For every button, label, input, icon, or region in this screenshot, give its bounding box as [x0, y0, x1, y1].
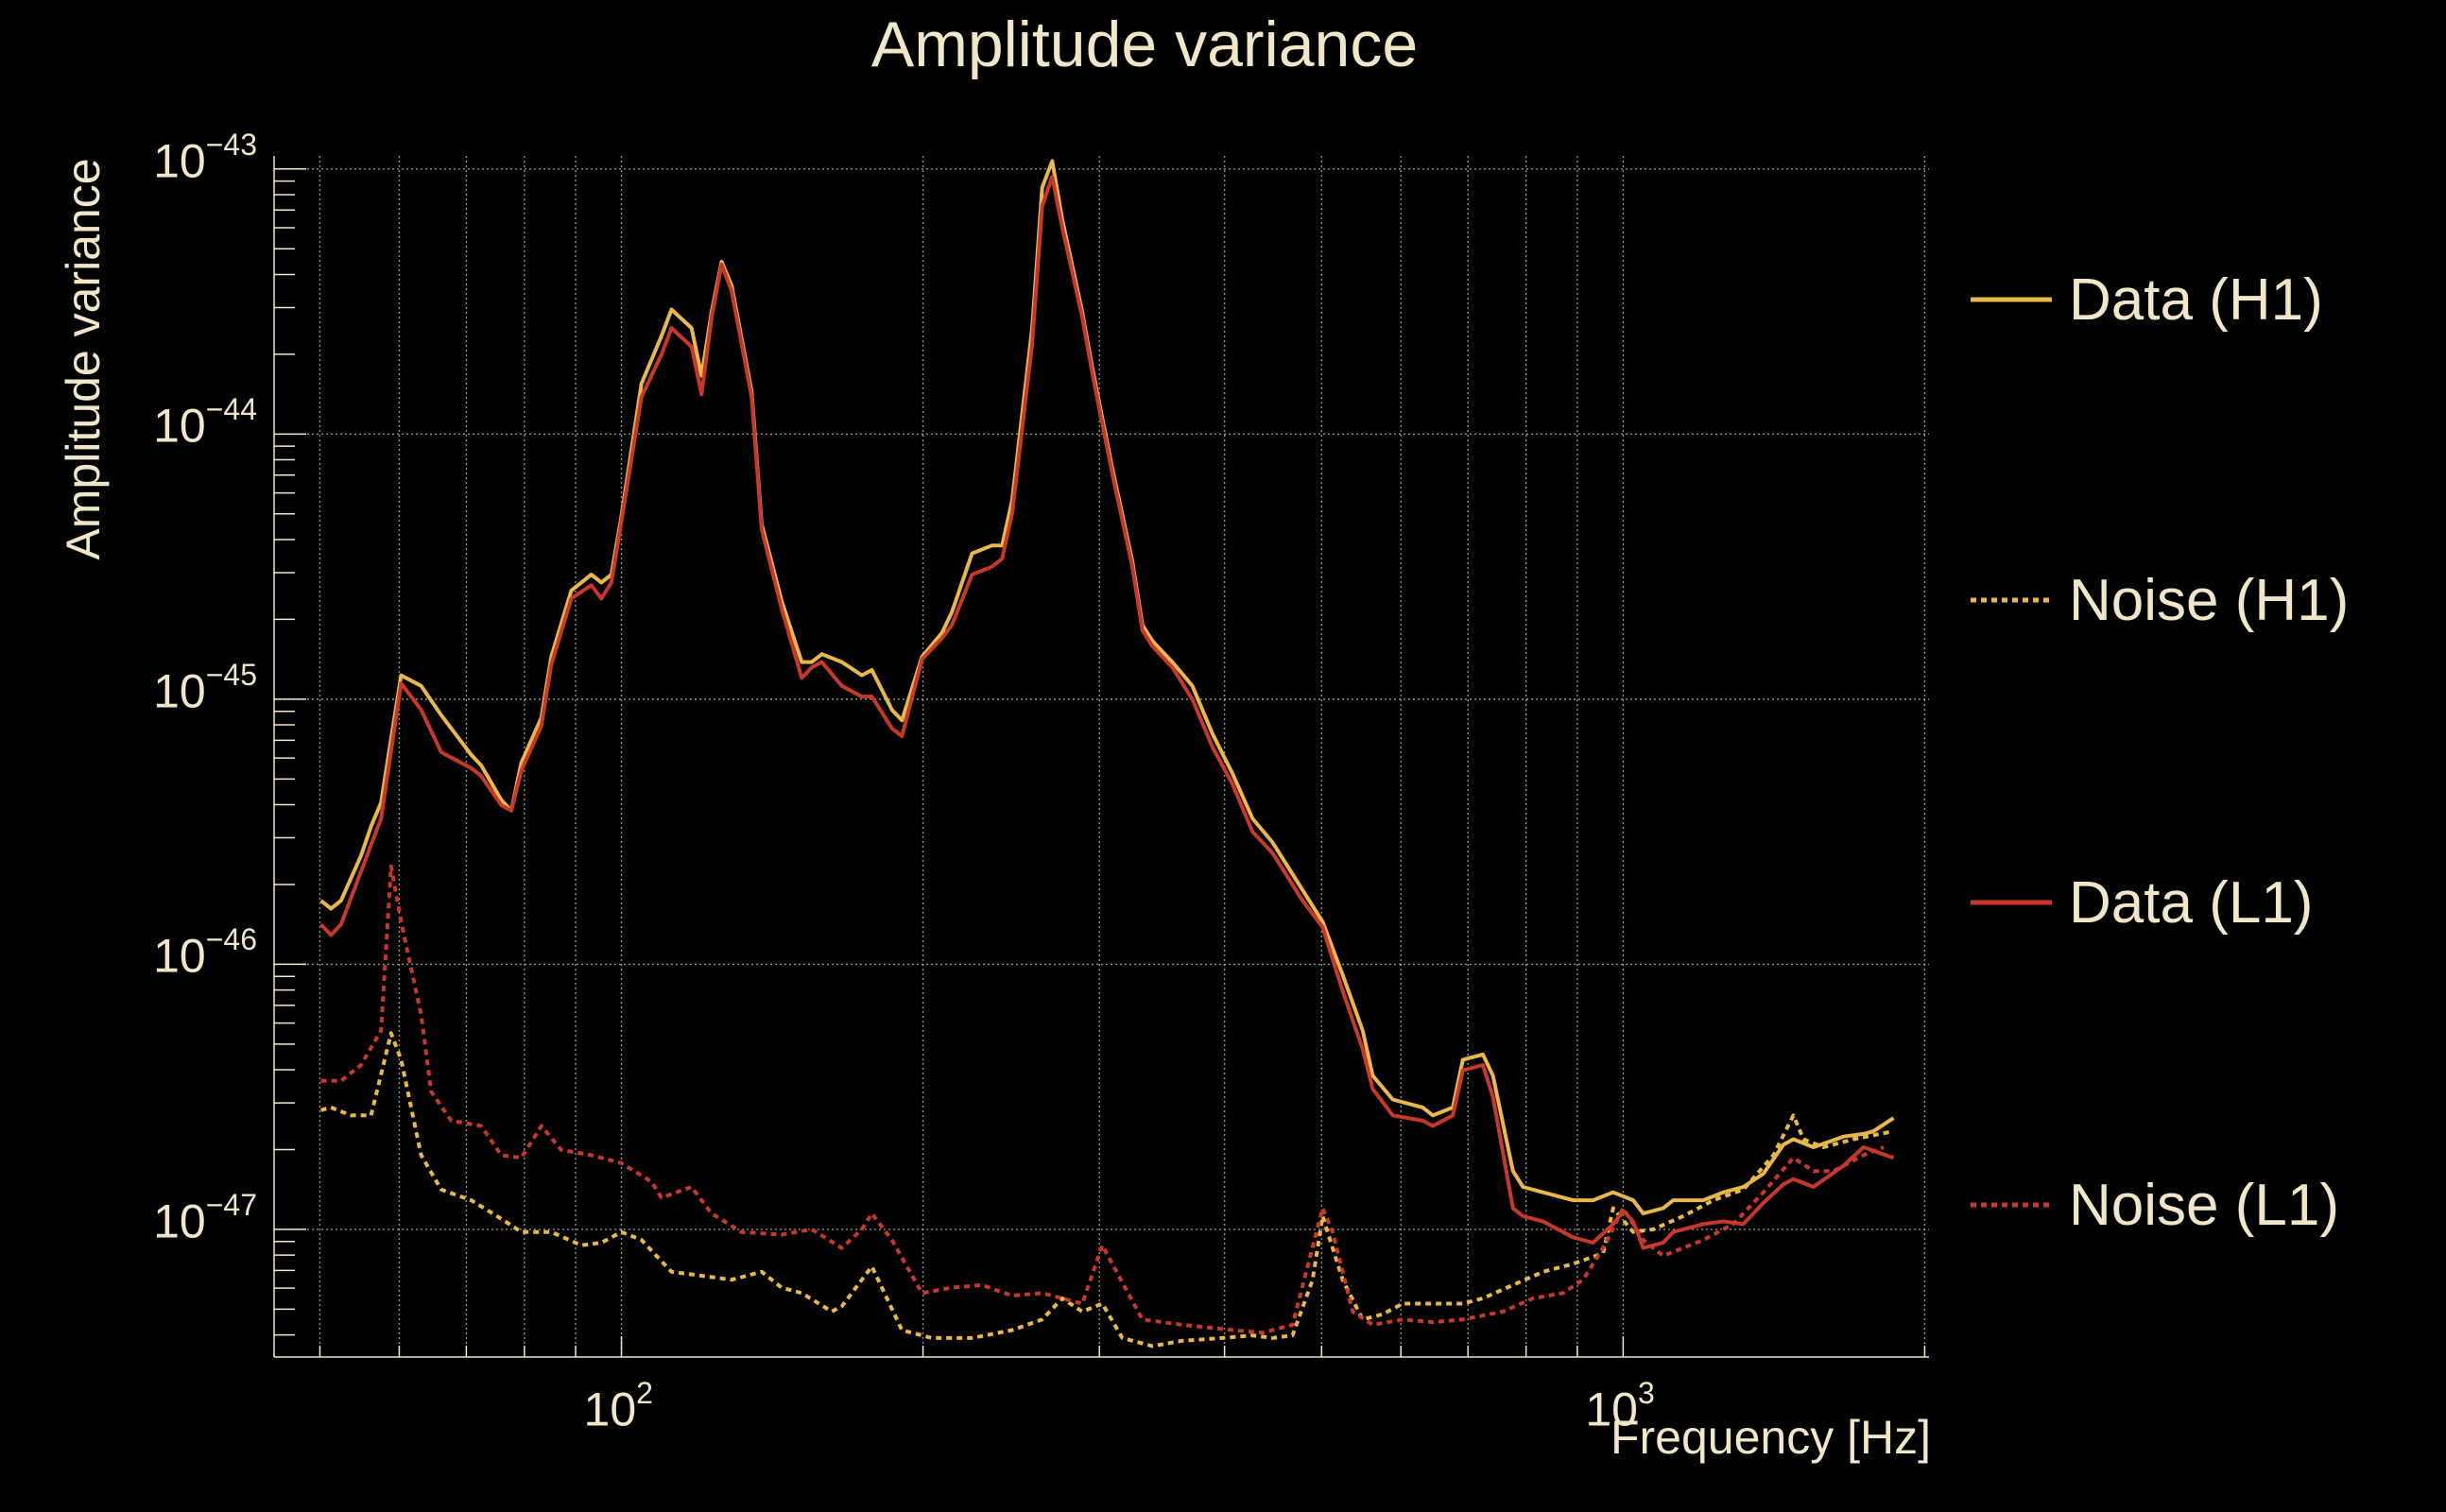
y-tick-label: 10−47: [153, 1188, 257, 1249]
x-tick-label: 103: [1585, 1376, 1654, 1437]
tick-exponent: −47: [205, 1187, 257, 1222]
tick-base: 10: [583, 1383, 637, 1436]
series-line-data-l1: [319, 175, 1895, 1250]
series-line-noise-h1: [320, 1031, 1894, 1349]
tick-exponent: 3: [1638, 1376, 1655, 1410]
legend-label: Noise (L1): [2069, 1172, 2339, 1238]
tick-exponent: −46: [205, 922, 257, 957]
legend-label: Noise (H1): [2069, 567, 2350, 633]
x-tick-label: 102: [583, 1376, 653, 1437]
tick-base: 10: [1585, 1383, 1638, 1436]
legend-swatch: [1971, 297, 2052, 302]
tick-exponent: −44: [205, 392, 257, 427]
series-line-noise-l1: [320, 864, 1885, 1335]
tick-base: 10: [153, 134, 206, 188]
legend-item: Data (L1): [1971, 869, 2313, 936]
legend-swatch: [1971, 597, 2052, 603]
legend-label: Data (H1): [2069, 266, 2323, 333]
legend-swatch: [1971, 900, 2052, 905]
y-axis-label: Amplitude variance: [57, 158, 110, 560]
series-line-data-h1: [319, 159, 1895, 1216]
tick-exponent: −43: [205, 127, 257, 162]
chart-title: Amplitude variance: [870, 9, 1419, 80]
legend-item: Noise (L1): [1971, 1172, 2339, 1238]
tick-base: 10: [153, 1194, 206, 1248]
tick-base: 10: [153, 399, 206, 453]
tick-base: 10: [153, 930, 206, 984]
legend-label: Data (L1): [2069, 869, 2314, 936]
y-tick-label: 10−46: [153, 922, 257, 984]
x-axis-label: Frequency [Hz]: [1610, 1411, 1931, 1464]
tick-base: 10: [153, 664, 206, 718]
legend-item: Noise (H1): [1971, 567, 2349, 633]
tick-exponent: 2: [636, 1376, 653, 1410]
tick-exponent: −45: [205, 657, 257, 692]
y-tick-label: 10−43: [153, 128, 257, 189]
legend-item: Data (H1): [1971, 266, 2323, 333]
y-tick-label: 10−44: [153, 392, 257, 454]
y-tick-label: 10−45: [153, 658, 257, 719]
legend-swatch: [1971, 1202, 2052, 1208]
